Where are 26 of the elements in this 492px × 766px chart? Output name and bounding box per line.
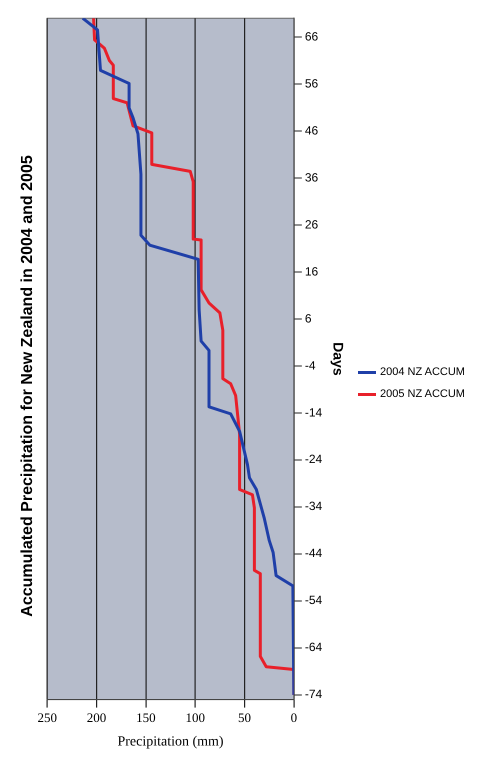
y-tick-label: -44 bbox=[304, 546, 323, 560]
y-tick-label: 6 bbox=[304, 311, 312, 326]
legend-label: 2004 NZ ACCUM bbox=[380, 366, 465, 378]
y-tick-label: -24 bbox=[304, 452, 323, 466]
x-tick-label: 250 bbox=[37, 710, 57, 725]
y-tick-label: 66 bbox=[304, 29, 319, 44]
x-tick-label: 0 bbox=[290, 710, 298, 725]
x-axis-title: Precipitation (mm) bbox=[117, 734, 224, 750]
y-tick-label: 56 bbox=[304, 76, 319, 90]
y-tick-label: 26 bbox=[304, 217, 319, 232]
y-tick-label: -54 bbox=[304, 593, 323, 608]
x-tick-label: 150 bbox=[136, 710, 156, 725]
legend-label: 2005 NZ ACCUM bbox=[380, 388, 465, 400]
x-tick-label: 50 bbox=[238, 710, 252, 725]
y-tick-label: -4 bbox=[304, 358, 316, 372]
y-tick-label: -74 bbox=[304, 687, 323, 702]
y-tick-label: 36 bbox=[304, 170, 319, 184]
text: Accumulated Precipitation for New Zealand in 2004 and 2005 bbox=[19, 155, 36, 617]
y-tick-label: -34 bbox=[304, 499, 323, 514]
y-tick-label: 16 bbox=[304, 264, 319, 278]
x-tick-label: 200 bbox=[86, 710, 106, 725]
y-tick-label: -14 bbox=[304, 405, 323, 420]
y-axis-title: Days bbox=[330, 342, 347, 376]
y-tick-label: 46 bbox=[304, 123, 319, 138]
y-tick-label: -64 bbox=[304, 640, 323, 654]
x-tick-label: 100 bbox=[185, 710, 205, 725]
